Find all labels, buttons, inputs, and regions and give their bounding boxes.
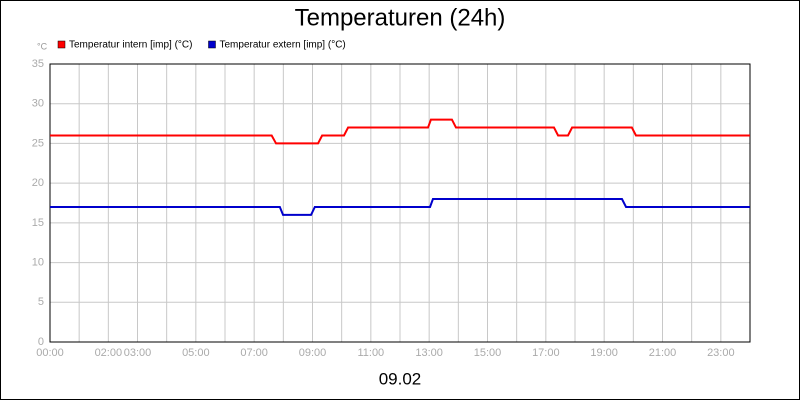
y-tick-label: 15 xyxy=(32,217,44,229)
x-tick-label: 15:00 xyxy=(474,347,502,359)
x-tick-label: 23:00 xyxy=(707,347,735,359)
legend-label: Temperatur extern [imp] (°C) xyxy=(219,40,345,51)
x-tick-label: 02:00 xyxy=(95,347,123,359)
x-tick-label: 09:00 xyxy=(299,347,327,359)
y-tick-label: 30 xyxy=(32,98,44,110)
legend-swatch xyxy=(208,40,216,49)
y-tick-label: 5 xyxy=(38,296,44,308)
y-tick-label: 20 xyxy=(32,177,44,189)
x-tick-label: 21:00 xyxy=(649,347,677,359)
y-tick-label: 0 xyxy=(38,336,44,348)
plot-border xyxy=(49,63,751,343)
y-unit: °C xyxy=(37,41,48,51)
x-tick-label: 05:00 xyxy=(182,347,210,359)
series-line xyxy=(50,198,750,216)
chart-title: Temperaturen (24h) xyxy=(295,4,506,31)
series-line xyxy=(50,118,750,145)
x-tick-label: 07:00 xyxy=(240,347,268,359)
x-label: 09.02 xyxy=(379,369,422,388)
x-tick-label: 13:00 xyxy=(415,347,443,359)
x-tick-label: 03:00 xyxy=(124,347,152,359)
x-tick-label: 19:00 xyxy=(590,347,618,359)
x-tick-label: 17:00 xyxy=(532,347,560,359)
y-tick-label: 25 xyxy=(32,137,44,149)
legend-swatch xyxy=(57,40,66,49)
x-tick-label: 11:00 xyxy=(357,347,384,359)
y-tick-label: 35 xyxy=(32,58,44,70)
legend-label: Temperatur intern [imp] (°C) xyxy=(69,40,192,51)
x-tick-label: 00:00 xyxy=(36,347,64,359)
y-tick-label: 10 xyxy=(32,256,44,268)
